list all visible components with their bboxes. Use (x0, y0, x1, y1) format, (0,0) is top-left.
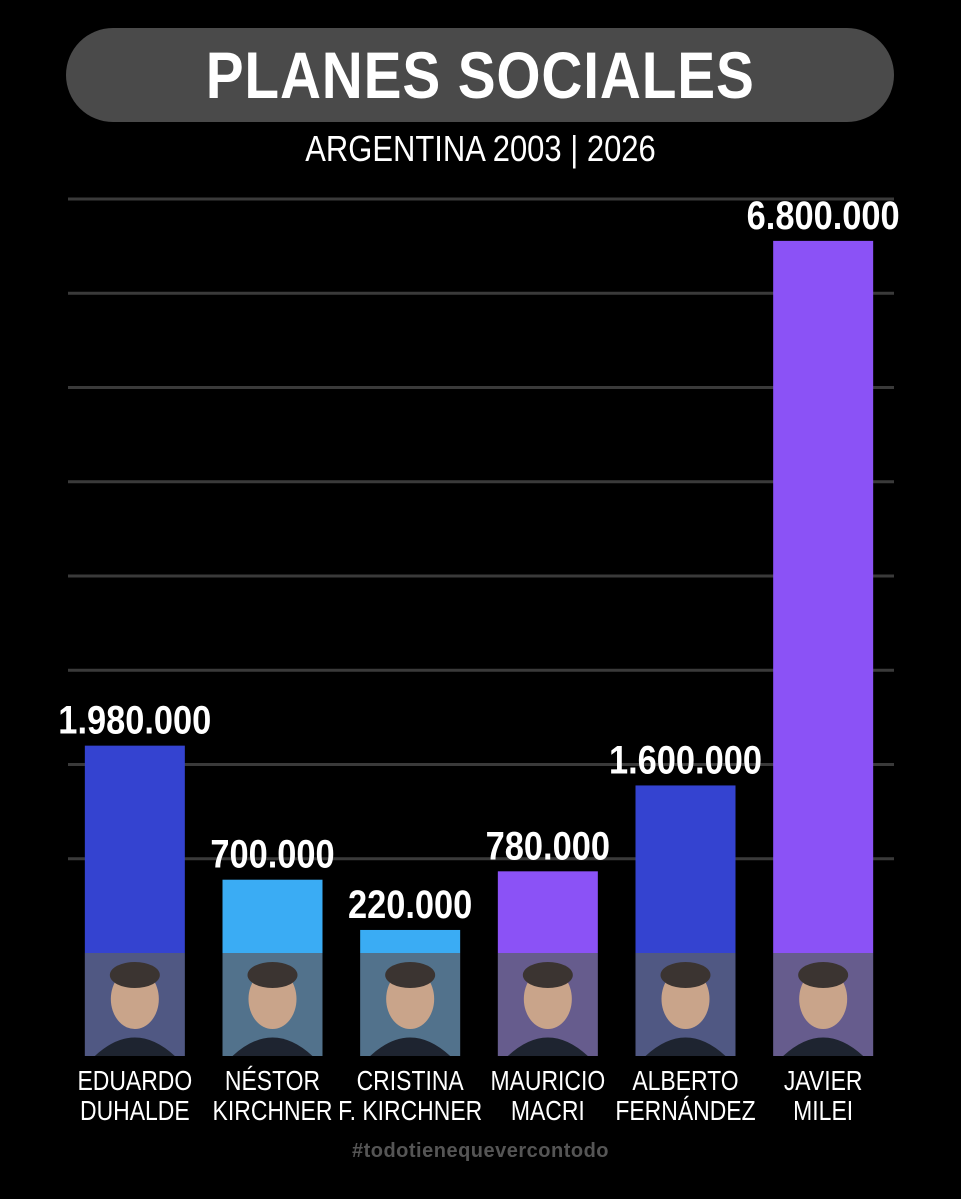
category-label-line1: CRISTINA (357, 1066, 465, 1097)
portrait-icon (773, 953, 874, 1056)
chart-subtitle: ARGENTINA 2003 | 2026 (305, 128, 656, 169)
value-label: 780.000 (486, 823, 610, 868)
chart-title: PLANES SOCIALES (205, 38, 755, 112)
gridlines (68, 197, 894, 861)
category-label-line2: KIRCHNER (213, 1096, 333, 1127)
bar (497, 871, 598, 953)
category-label-line1: MAURICIO (490, 1066, 605, 1097)
value-label: 220.000 (348, 882, 472, 927)
category-label-line2: MACRI (511, 1096, 585, 1127)
value-label: 1.980.000 (58, 697, 211, 742)
category-label-line2: FERNÁNDEZ (615, 1095, 755, 1127)
category-label-line1: JAVIER (784, 1066, 863, 1097)
bar (635, 785, 736, 953)
value-label: 6.800.000 (747, 192, 900, 237)
category-label-line2: DUHALDE (80, 1096, 190, 1127)
value-label: 700.000 (210, 831, 334, 876)
category-label-line1: EDUARDO (77, 1066, 192, 1097)
category-label-line1: ALBERTO (632, 1066, 738, 1097)
portrait-icon (84, 953, 185, 1056)
portrait-icon (360, 953, 461, 1056)
hashtag-footer: #todotienequevercontodo (351, 1140, 610, 1162)
portrait-icon (497, 953, 598, 1056)
bar (222, 879, 323, 953)
portrait-icon (635, 953, 736, 1056)
bar (773, 240, 874, 953)
value-label: 1.600.000 (609, 737, 762, 782)
category-label-line2: F. KIRCHNER (338, 1096, 482, 1127)
bar (84, 745, 185, 953)
category-label-line1: NÉSTOR (225, 1065, 320, 1097)
title-pill: PLANES SOCIALES (66, 28, 894, 122)
bar (360, 929, 461, 953)
portrait-icon (222, 953, 323, 1056)
category-label-line2: MILEI (793, 1096, 853, 1127)
